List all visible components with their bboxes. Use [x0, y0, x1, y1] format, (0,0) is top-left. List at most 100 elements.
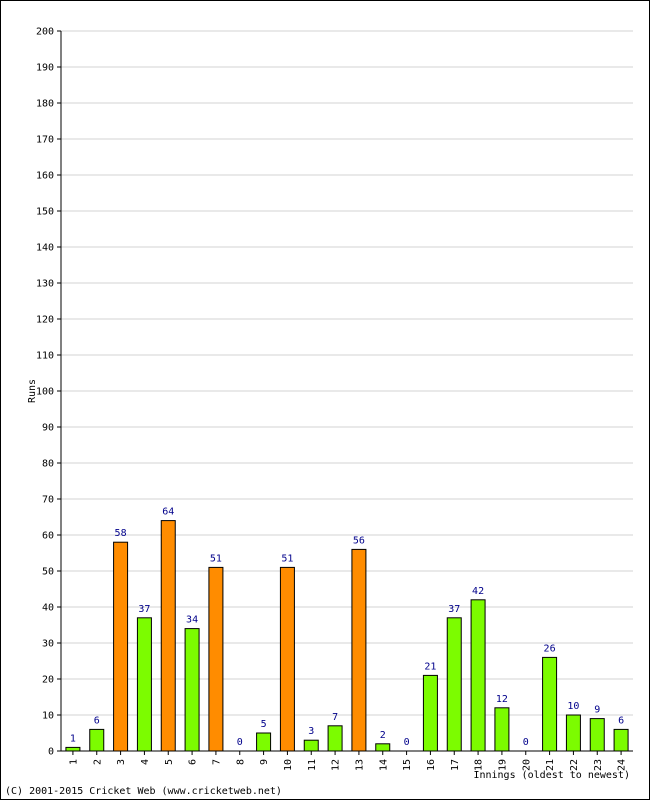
data-label: 0: [523, 737, 529, 748]
bar: [279, 566, 295, 752]
bar: [113, 541, 129, 752]
y-tick-label: 0: [48, 747, 54, 758]
bar: [542, 656, 558, 752]
x-tick-label: 14: [378, 759, 389, 771]
bar: [446, 617, 462, 752]
data-label: 56: [353, 535, 365, 546]
x-tick-label: 24: [617, 759, 628, 771]
y-tick-label: 50: [42, 567, 54, 578]
y-tick-label: 30: [42, 639, 54, 650]
x-tick-label: 20: [521, 759, 532, 771]
bars: [65, 520, 629, 752]
bar: [470, 599, 486, 752]
y-tick-label: 100: [36, 387, 54, 398]
data-label: 7: [332, 712, 338, 723]
bar: [351, 548, 367, 752]
x-tick-label: 23: [593, 759, 604, 771]
y-tick-label: 60: [42, 531, 54, 542]
x-tick-label: 21: [545, 759, 556, 771]
x-tick-label: 12: [331, 759, 342, 771]
x-tick-label: 15: [402, 759, 413, 771]
x-tick-label: 16: [426, 759, 437, 771]
bar: [494, 707, 510, 752]
bar: [136, 617, 152, 752]
y-tick-label: 40: [42, 603, 54, 614]
bar: [589, 718, 605, 752]
bar: [375, 743, 391, 752]
data-label: 42: [472, 586, 484, 597]
data-label: 1: [70, 733, 76, 744]
y-axis-ticks: 0 10 20 30 40 50 60 70 80 90 100 110 120 130 140 150 160…: [36, 27, 61, 758]
bar: [256, 732, 272, 752]
x-tick-label: 13: [354, 759, 365, 771]
bar: [613, 728, 629, 752]
data-label: 5: [261, 719, 267, 730]
copyright-footer: (C) 2001-2015 Cricket Web (www.cricketwe…: [5, 786, 282, 797]
x-tick-label: 2: [92, 759, 103, 765]
x-tick-label: 3: [116, 759, 127, 765]
data-label: 9: [594, 705, 600, 716]
data-label: 2: [380, 730, 386, 741]
data-label: 3: [308, 726, 314, 737]
data-label: 6: [94, 715, 100, 726]
y-tick-label: 130: [36, 279, 54, 290]
data-label: 21: [424, 661, 436, 672]
x-tick-label: 6: [188, 759, 199, 765]
data-label: 58: [115, 528, 127, 539]
y-tick-label: 160: [36, 171, 54, 182]
data-label: 12: [496, 694, 508, 705]
data-label: 26: [544, 643, 556, 654]
bar: [160, 520, 176, 752]
y-tick-label: 150: [36, 207, 54, 218]
x-tick-label: 19: [497, 759, 508, 771]
x-axis-title: Innings (oldest to newest): [473, 770, 630, 781]
x-axis-ticks: 1 2 3 4 5 6 7 8 9 10 11 12 13 14 15 16 17 18 19 20 21 22 23 24: [68, 751, 628, 771]
bar: [184, 628, 200, 752]
data-label: 0: [404, 737, 410, 748]
y-tick-label: 170: [36, 135, 54, 146]
y-tick-label: 80: [42, 459, 54, 470]
y-tick-label: 20: [42, 675, 54, 686]
x-tick-label: 22: [569, 759, 580, 771]
x-tick-label: 9: [259, 759, 270, 765]
x-tick-label: 17: [450, 759, 461, 771]
data-label: 10: [567, 701, 579, 712]
y-tick-label: 190: [36, 63, 54, 74]
x-tick-label: 4: [140, 759, 151, 765]
y-tick-label: 200: [36, 27, 54, 38]
bar: [208, 566, 224, 752]
bar: [565, 714, 581, 752]
y-axis-title: Runs: [27, 379, 38, 403]
y-tick-label: 10: [42, 711, 54, 722]
y-tick-label: 70: [42, 495, 54, 506]
x-tick-label: 7: [211, 759, 222, 765]
y-tick-label: 110: [36, 351, 54, 362]
data-label: 37: [138, 604, 150, 615]
y-tick-label: 90: [42, 423, 54, 434]
x-tick-label: 18: [474, 759, 485, 771]
data-label: 64: [162, 507, 174, 518]
data-label: 51: [281, 553, 293, 564]
bar: [65, 746, 81, 752]
x-tick-label: 8: [235, 759, 246, 765]
y-tick-label: 140: [36, 243, 54, 254]
x-tick-label: 10: [283, 759, 294, 771]
x-tick-label: 11: [307, 759, 318, 771]
bar: [89, 728, 105, 752]
data-label: 34: [186, 615, 198, 626]
y-tick-label: 120: [36, 315, 54, 326]
data-label: 0: [237, 737, 243, 748]
bar: [327, 725, 343, 752]
data-label: 37: [448, 604, 460, 615]
grid-lines: [61, 30, 633, 716]
bar: [422, 674, 438, 752]
x-tick-label: 5: [164, 759, 175, 765]
y-tick-label: 180: [36, 99, 54, 110]
x-tick-label: 1: [68, 759, 79, 765]
data-label: 51: [210, 553, 222, 564]
data-label: 6: [618, 715, 624, 726]
bar: [303, 739, 319, 752]
